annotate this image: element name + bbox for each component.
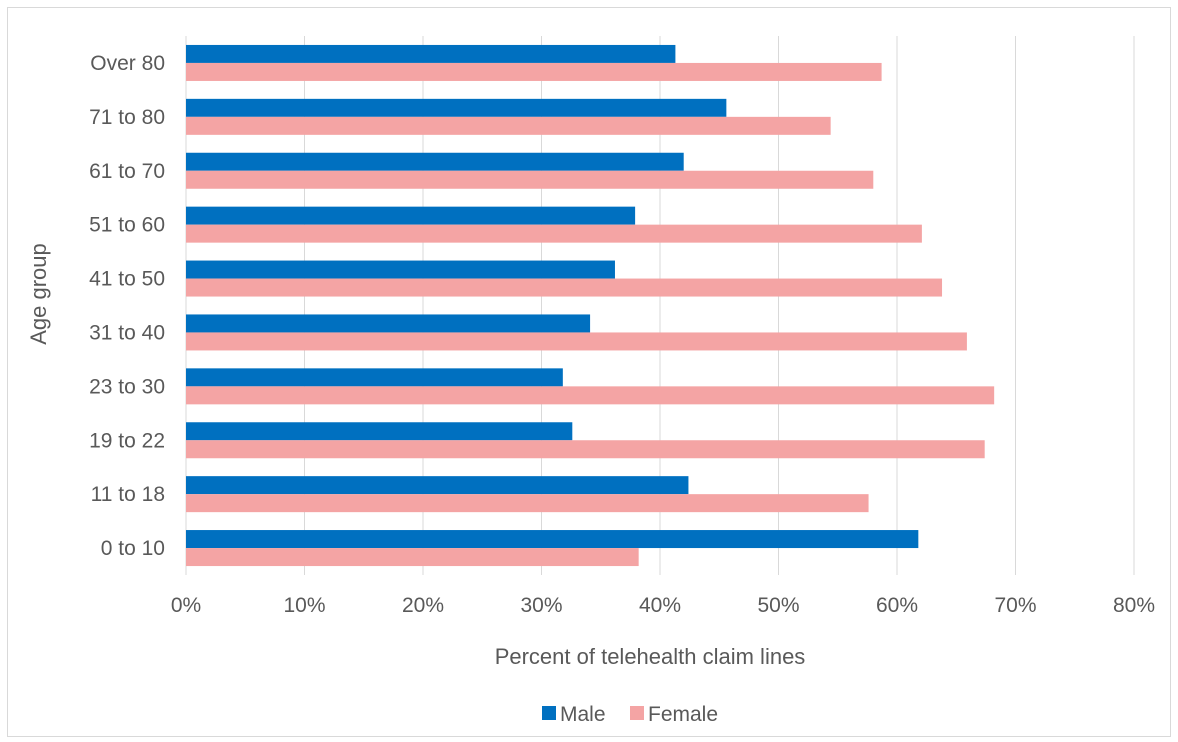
y-tick-label: 31 to 40 <box>89 321 165 344</box>
y-tick-label: 41 to 50 <box>89 268 165 291</box>
legend-swatch-male <box>542 706 556 720</box>
y-tick-label: 19 to 22 <box>89 429 165 452</box>
legend-label-female: Female <box>648 703 718 726</box>
bar-female-41-to-50 <box>186 278 943 297</box>
bar-male-41-to-50 <box>186 260 615 279</box>
bar-male-11-to-18 <box>186 476 689 495</box>
bar-female-51-to-60 <box>186 224 922 243</box>
bar-female-23-to-30 <box>186 386 995 405</box>
bar-female-71-to-80 <box>186 116 831 135</box>
y-tick-label: 0 to 10 <box>101 537 165 560</box>
bar-female-0-to-10 <box>186 548 639 567</box>
x-tick-labels: 0% 10% 20% 30% 40% 50% 60% 70% 80% <box>171 594 1155 617</box>
bar-female-19-to-22 <box>186 440 985 459</box>
x-tick-label: 0% <box>171 594 201 617</box>
y-tick-label: 11 to 18 <box>91 483 165 506</box>
bar-female-31-to-40 <box>186 332 967 351</box>
x-tick-label: 70% <box>994 594 1036 617</box>
bar-female-61-to-70 <box>186 170 874 189</box>
y-tick-labels: 0 to 10 11 to 18 19 to 22 23 to 30 31 to 40 4… <box>89 52 165 560</box>
x-tick-label: 50% <box>757 594 799 617</box>
x-tick-label: 60% <box>876 594 918 617</box>
y-tick-label: Over 80 <box>90 52 165 75</box>
bar-female-11-to-18 <box>186 494 869 513</box>
x-tick-label: 20% <box>402 594 444 617</box>
bar-male-over-80 <box>186 44 676 63</box>
y-tick-label: 51 to 60 <box>89 214 165 237</box>
y-tick-label: 71 to 80 <box>89 106 165 129</box>
x-tick-label: 30% <box>520 594 562 617</box>
legend: Male Female <box>542 703 718 726</box>
bars <box>186 44 995 567</box>
bar-male-0-to-10 <box>186 530 919 549</box>
bar-male-23-to-30 <box>186 368 563 387</box>
y-axis-title: Age group <box>26 243 51 345</box>
bar-male-71-to-80 <box>186 98 727 117</box>
bar-male-19-to-22 <box>186 422 573 441</box>
legend-label-male: Male <box>560 703 606 726</box>
y-tick-label: 61 to 70 <box>89 160 165 183</box>
x-tick-label: 80% <box>1113 594 1155 617</box>
x-tick-label: 10% <box>283 594 325 617</box>
bar-male-31-to-40 <box>186 314 591 333</box>
legend-swatch-female <box>630 706 644 720</box>
y-tick-label: 23 to 30 <box>89 375 165 398</box>
bar-male-51-to-60 <box>186 206 636 225</box>
x-axis-title: Percent of telehealth claim lines <box>495 644 806 669</box>
bar-male-61-to-70 <box>186 152 684 171</box>
x-tick-label: 40% <box>639 594 681 617</box>
bar-female-over-80 <box>186 62 882 81</box>
